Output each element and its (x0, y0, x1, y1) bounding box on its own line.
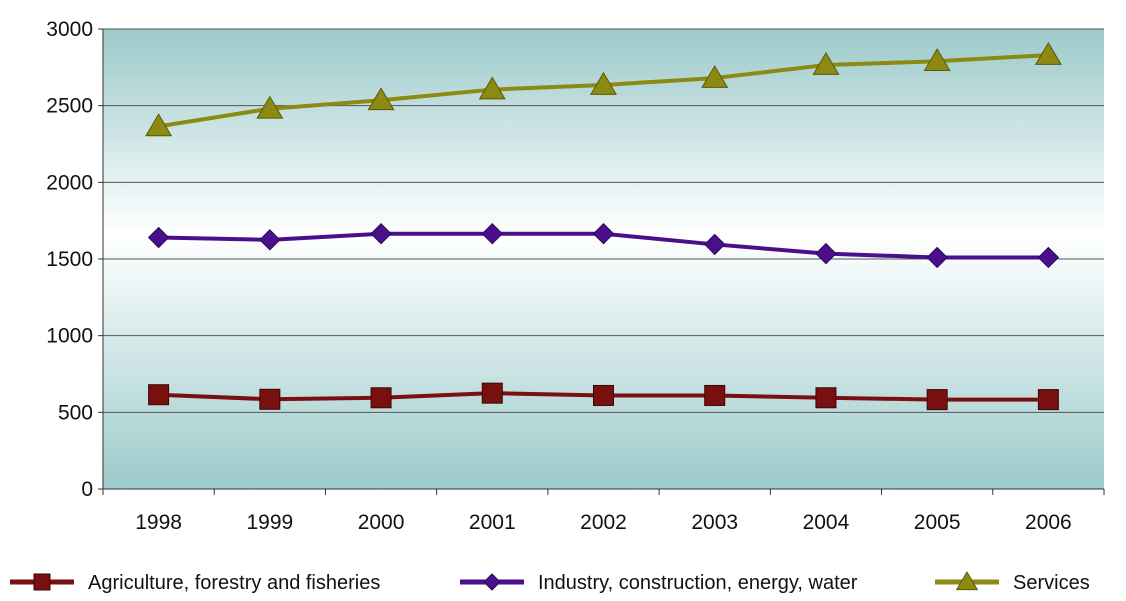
y-tick-label: 2000 (46, 171, 93, 194)
data-point (259, 229, 281, 251)
x-tick-label: 2003 (691, 511, 738, 534)
x-tick-label: 2006 (1025, 511, 1072, 534)
data-point (815, 242, 837, 265)
legend-marker (33, 573, 51, 591)
data-point (701, 64, 729, 88)
data-point (923, 48, 951, 72)
data-point (593, 384, 614, 406)
legend-item: Services (935, 571, 1090, 594)
data-point (481, 382, 503, 404)
data-point (704, 233, 726, 256)
data-point (481, 222, 503, 245)
legend-marker (483, 573, 501, 591)
series-0 (148, 382, 1059, 411)
x-tick-label: 2001 (469, 511, 516, 534)
legend-label: Services (1013, 572, 1090, 594)
series-2 (145, 41, 1062, 137)
y-tick-label: 2500 (46, 95, 93, 118)
data-point (370, 387, 392, 409)
legend-marker (955, 571, 979, 591)
data-point (812, 51, 840, 75)
y-tick-label: 500 (58, 401, 93, 424)
gridlines (103, 28, 1104, 413)
x-tick-label: 1999 (246, 511, 293, 534)
data-point (704, 384, 726, 406)
y-tick-label: 0 (81, 478, 93, 501)
data-point (256, 95, 284, 119)
legend-label: Agriculture, forestry and fisheries (88, 572, 380, 594)
data-point (926, 246, 948, 269)
data-point (370, 222, 392, 245)
y-tick-label: 1000 (46, 325, 93, 348)
data-point (1034, 41, 1062, 65)
legend-item: Agriculture, forestry and fisheries (10, 572, 380, 594)
axes: 0 500 1000 1500 2000 2500 3000 1998 1999 2000 2001… (46, 18, 1105, 534)
x-tick-label: 2004 (803, 511, 850, 534)
x-tick-label: 2000 (358, 511, 405, 534)
x-tick-label: 1998 (135, 511, 182, 534)
data-point (592, 222, 615, 245)
y-tick-label: 1500 (46, 248, 93, 271)
data-point (926, 389, 948, 411)
legend-item: Industry, construction, energy, water (460, 572, 858, 594)
series-1 (147, 222, 1060, 269)
data-point (147, 226, 170, 249)
data-point (259, 388, 281, 410)
y-tick-label: 3000 (46, 18, 93, 41)
data-point (589, 71, 618, 95)
series (145, 41, 1062, 411)
data-point (367, 87, 395, 111)
data-point (478, 76, 506, 100)
data-point (145, 113, 173, 137)
data-point (815, 387, 837, 409)
x-tick-label: 2002 (580, 511, 627, 534)
legend-label: Industry, construction, energy, water (538, 572, 858, 594)
legend: Agriculture, forestry and fisheries Indus… (10, 571, 1090, 594)
data-point (1037, 389, 1059, 411)
data-point (148, 384, 170, 406)
data-point (1037, 246, 1060, 269)
x-tick-label: 2005 (914, 511, 961, 534)
